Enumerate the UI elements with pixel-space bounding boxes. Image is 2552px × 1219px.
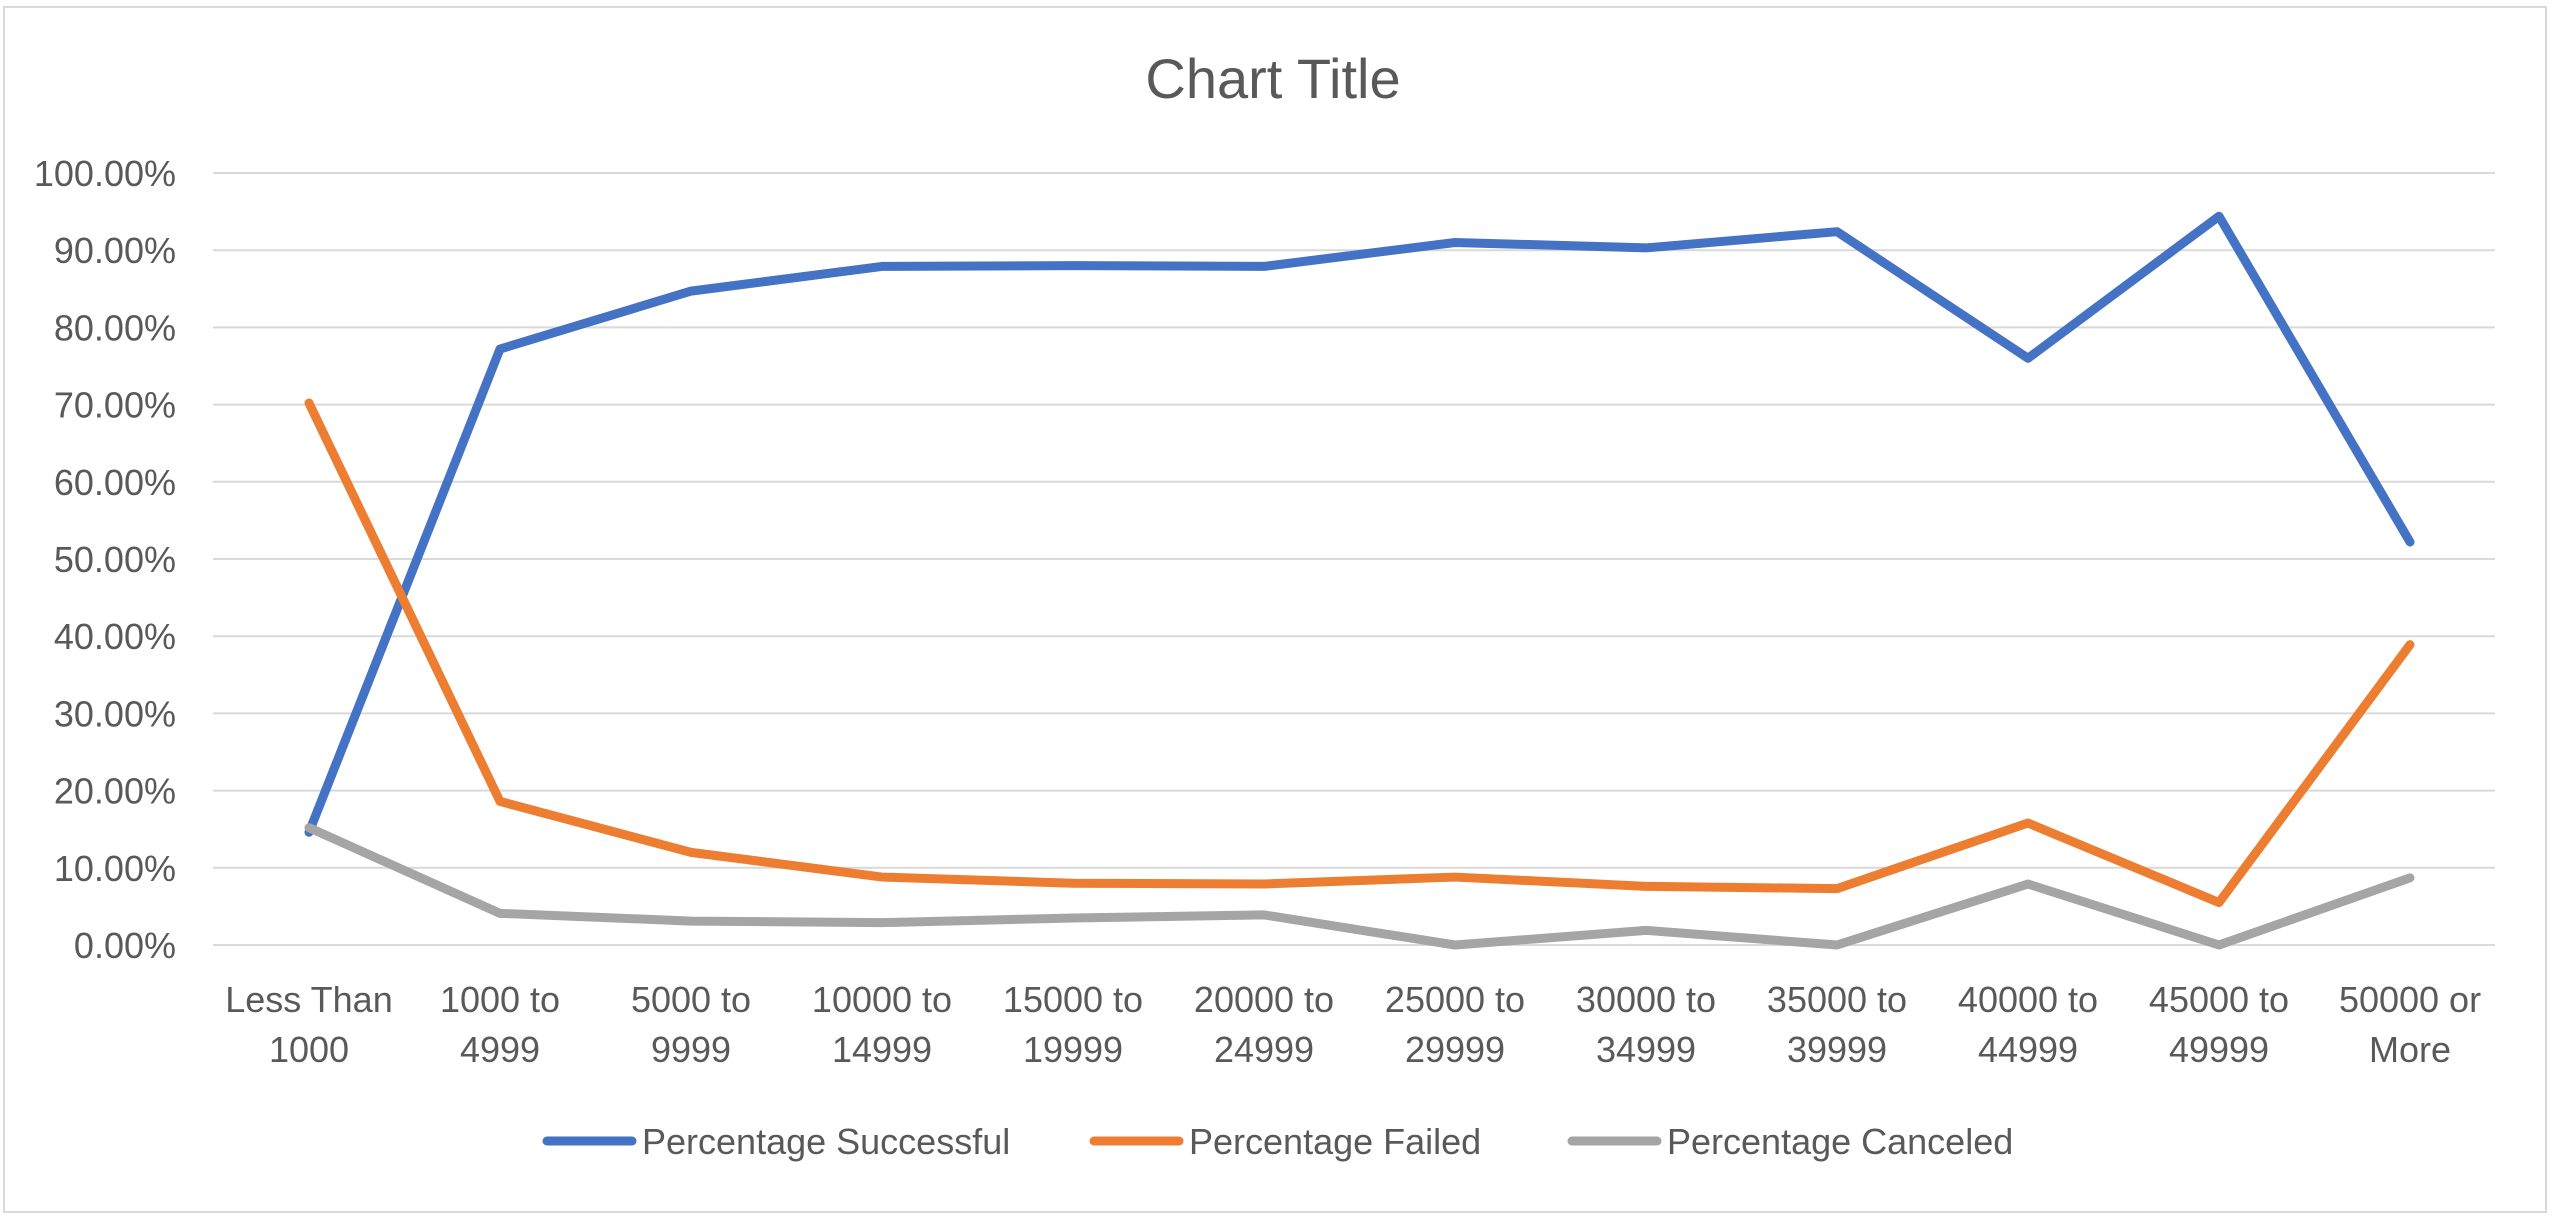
series-line-1 bbox=[304, 211, 2415, 837]
chart-title: Chart Title bbox=[1145, 47, 1400, 110]
chart-area bbox=[3, 6, 2547, 1213]
y-tick-label: 50.00% bbox=[54, 539, 176, 580]
y-axis-tick-labels: 0.00% 10.00% 20.00% 30.00% 40.00% 50.00% 60.00… bbox=[34, 153, 176, 966]
legend-label: Percentage Failed bbox=[1189, 1121, 1481, 1162]
x-tick-label: 10000 to 14999 bbox=[812, 979, 952, 1070]
series-line-3 bbox=[304, 823, 2415, 950]
x-tick-label: 5000 to 9999 bbox=[631, 979, 751, 1070]
x-axis-tick-labels: Less Than 1000 1000 to 4999 5000 to 9999 10000… bbox=[225, 979, 2481, 1070]
x-tick-label: 15000 to 19999 bbox=[1003, 979, 1143, 1070]
x-tick-label: 45000 to 49999 bbox=[2149, 979, 2289, 1070]
y-tick-label: 70.00% bbox=[54, 385, 176, 426]
x-tick-label: 50000 or More bbox=[2339, 979, 2481, 1070]
y-tick-label: 60.00% bbox=[54, 462, 176, 503]
x-tick-label: 1000 to 4999 bbox=[440, 979, 560, 1070]
y-tick-label: 80.00% bbox=[54, 307, 176, 348]
legend: Percentage Successful Percentage Failed Pe… bbox=[542, 1121, 2013, 1162]
y-tick-label: 40.00% bbox=[54, 616, 176, 657]
x-tick-label: 30000 to 34999 bbox=[1576, 979, 1716, 1070]
series-line-2 bbox=[304, 398, 2415, 908]
y-tick-label: 90.00% bbox=[54, 230, 176, 271]
legend-label: Percentage Successful bbox=[642, 1121, 1010, 1162]
x-tick-label: 25000 to 29999 bbox=[1385, 979, 1525, 1070]
legend-label: Percentage Canceled bbox=[1667, 1121, 2013, 1162]
series-lines bbox=[304, 211, 2415, 950]
y-tick-label: 10.00% bbox=[54, 848, 176, 889]
x-tick-label: 40000 to 44999 bbox=[1958, 979, 2098, 1070]
x-tick-label: 20000 to 24999 bbox=[1194, 979, 1334, 1070]
x-tick-label: 35000 to 39999 bbox=[1767, 979, 1907, 1070]
y-tick-label: 20.00% bbox=[54, 771, 176, 812]
y-tick-label: 100.00% bbox=[34, 153, 176, 194]
x-tick-label: Less Than 1000 bbox=[225, 979, 392, 1070]
y-tick-label: 30.00% bbox=[54, 693, 176, 734]
y-tick-label: 0.00% bbox=[74, 925, 176, 966]
gridlines bbox=[213, 172, 2495, 946]
